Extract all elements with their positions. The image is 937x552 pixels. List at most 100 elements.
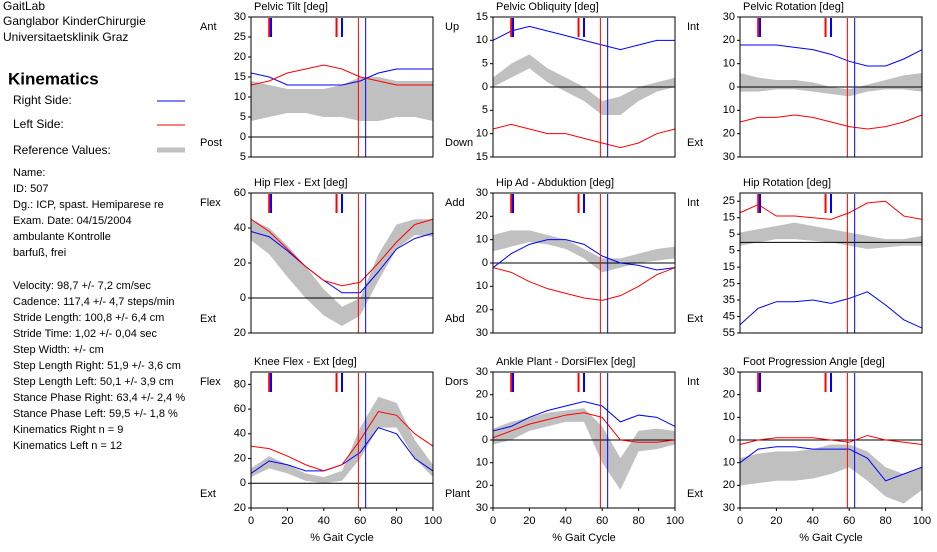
axis-side-label: Plant — [445, 488, 470, 500]
legend-label: Right Side: — [13, 93, 72, 107]
y-tick-label: 20 — [476, 389, 488, 401]
chart-title: Pelvic Obliquity [deg] — [496, 1, 599, 13]
info-line: Cadence: 117,4 +/- 4,7 steps/min — [13, 296, 175, 308]
info-line: Stride Length: 100,8 +/- 6,4 cm — [13, 312, 164, 324]
info-line: Dg.: ICP, spast. Hemiparese re — [13, 199, 164, 211]
y-tick-label: 30 — [476, 327, 488, 339]
reference-band — [251, 219, 433, 326]
x-tick-label: 0 — [248, 515, 254, 527]
axis-side-label: Ext — [687, 488, 703, 500]
y-tick-label: 30 — [723, 11, 735, 23]
header-line: Universitaetsklinik Graz — [3, 30, 128, 44]
series-line — [739, 114, 923, 130]
y-tick-label: 10 — [476, 34, 488, 46]
y-tick-label: 10 — [476, 128, 488, 140]
x-tick-label: 60 — [596, 515, 608, 527]
plot-border — [492, 371, 676, 509]
info-line: Step Length Left: 50,1 +/- 3,9 cm — [13, 376, 174, 388]
series-line — [739, 434, 923, 446]
axis-side-label: Ext — [687, 313, 703, 325]
y-tick-label: 20 — [476, 304, 488, 316]
series-line — [250, 218, 434, 287]
plot-border — [739, 16, 923, 158]
reference-band — [251, 77, 433, 121]
axis-side-label: Post — [200, 137, 222, 149]
y-tick-label: 0 — [482, 81, 488, 93]
info-line: Step Width: +/- cm — [13, 344, 104, 356]
chart-title: Hip Ad - Abduktion [deg] — [496, 177, 614, 189]
y-tick-label: 20 — [234, 452, 246, 464]
y-tick-label: 20 — [723, 389, 735, 401]
y-tick-label: 10 — [234, 91, 246, 103]
y-tick-label: 20 — [234, 327, 246, 339]
y-tick-label: 0 — [240, 477, 246, 489]
x-tick-label: 20 — [281, 515, 293, 527]
plot-border — [739, 192, 923, 334]
x-tick-label: 80 — [390, 515, 402, 527]
series-line — [250, 411, 434, 472]
info-line: Kinematics Left n = 12 — [13, 440, 122, 452]
plot-border — [250, 16, 434, 158]
plot-border — [250, 371, 434, 509]
y-tick-label: 10 — [723, 411, 735, 423]
header-line: Ganglabor KinderChirurgie — [3, 14, 146, 28]
info-line: barfuß, frei — [13, 247, 66, 259]
plot-border — [492, 192, 676, 334]
plot-border — [739, 371, 923, 509]
y-tick-label: 20 — [476, 479, 488, 491]
y-tick-label: 5 — [482, 104, 488, 116]
series-line — [492, 25, 675, 51]
chart-title: Knee Flex - Ext [deg] — [254, 356, 357, 368]
y-tick-label: 55 — [723, 327, 735, 339]
y-tick-label: 0 — [240, 292, 246, 304]
y-tick-label: 0 — [729, 434, 735, 446]
y-tick-label: 5 — [729, 245, 735, 257]
axis-side-label: Flex — [200, 197, 221, 209]
y-tick-label: 30 — [476, 366, 488, 378]
y-tick-label: 30 — [723, 366, 735, 378]
reference-band — [251, 396, 433, 484]
series-line — [250, 68, 433, 86]
series-line — [492, 123, 676, 149]
x-tick-label: 40 — [318, 515, 330, 527]
y-tick-label: 60 — [234, 187, 246, 199]
y-tick-label: 15 — [476, 11, 488, 23]
axis-side-label: Down — [445, 137, 473, 149]
y-tick-label: 5 — [240, 151, 246, 163]
series-line — [250, 231, 434, 294]
series-line — [739, 291, 923, 329]
x-axis-label: % Gait Cycle — [799, 532, 863, 544]
plot-border — [250, 192, 434, 334]
axis-side-label: Ext — [200, 313, 216, 325]
y-tick-label: 25 — [234, 31, 246, 43]
chart-title: Foot Progression Angle [deg] — [743, 356, 885, 368]
y-tick-label: 25 — [723, 195, 735, 207]
y-tick-label: 20 — [723, 128, 735, 140]
y-tick-label: 10 — [723, 104, 735, 116]
axis-side-label: Dors — [445, 376, 469, 388]
y-tick-label: 10 — [476, 457, 488, 469]
y-tick-label: 10 — [476, 234, 488, 246]
axis-side-label: Ext — [200, 488, 216, 500]
chart-title: Pelvic Rotation [deg] — [743, 1, 844, 13]
series-line — [250, 64, 433, 86]
x-tick-label: 80 — [632, 515, 644, 527]
x-tick-label: 100 — [424, 515, 442, 527]
reference-band — [740, 444, 922, 504]
y-tick-label: 15 — [723, 261, 735, 273]
chart-title: Pelvic Tilt [deg] — [254, 1, 328, 13]
y-tick-label: 20 — [723, 34, 735, 46]
y-tick-label: 0 — [729, 81, 735, 93]
legend-label: Reference Values: — [13, 143, 111, 157]
y-tick-label: 15 — [476, 151, 488, 163]
x-tick-label: 60 — [843, 515, 855, 527]
y-tick-label: 0 — [482, 434, 488, 446]
axis-side-label: Flex — [200, 376, 221, 388]
y-tick-label: 5 — [482, 58, 488, 70]
y-tick-label: 25 — [723, 277, 735, 289]
info-line: Stance Phase Left: 59,5 +/- 1,8 % — [13, 408, 178, 420]
y-tick-label: 5 — [729, 228, 735, 240]
axis-side-label: Abd — [445, 313, 465, 325]
y-tick-label: 0 — [482, 257, 488, 269]
